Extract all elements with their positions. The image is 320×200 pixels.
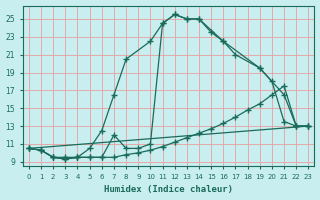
X-axis label: Humidex (Indice chaleur): Humidex (Indice chaleur)	[104, 185, 233, 194]
